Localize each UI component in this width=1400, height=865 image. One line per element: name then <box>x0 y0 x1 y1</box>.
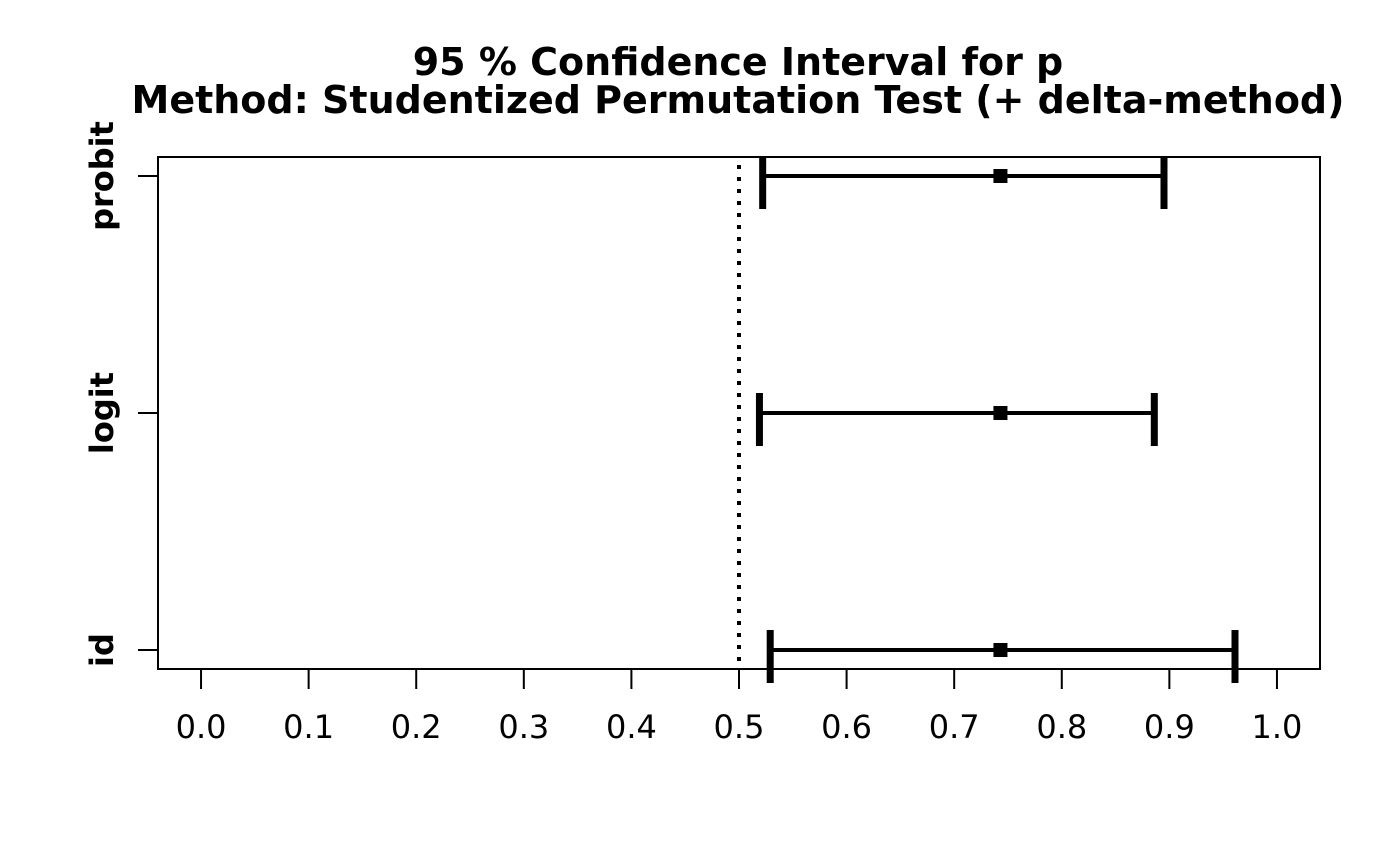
x-axis: 0.0 0.1 0.2 0.3 0.4 0.5 0.6 0.7 0.8 0.9 1.0 <box>176 669 1303 746</box>
x-tick-label: 0.7 <box>929 708 980 746</box>
confidence-intervals <box>755 156 1239 683</box>
x-tick-label: 0.5 <box>714 708 765 746</box>
y-category-label-probit: probit <box>83 121 121 231</box>
x-tick-label: 0.3 <box>498 708 549 746</box>
y-category-label-logit: logit <box>83 372 121 454</box>
x-tick-label: 0.0 <box>176 708 227 746</box>
chart-subtitle: Method: Studentized Permutation Test (+ … <box>132 78 1345 122</box>
point-estimate-id <box>993 643 1008 657</box>
x-tick-label: 0.4 <box>606 708 657 746</box>
x-tick-label: 0.9 <box>1144 708 1195 746</box>
x-tick-label: 0.2 <box>391 708 442 746</box>
x-tick-label: 1.0 <box>1252 708 1303 746</box>
x-tick-label: 0.6 <box>821 708 872 746</box>
chart-title: 95 % Confidence Interval for p <box>413 40 1064 84</box>
point-estimate-probit <box>993 169 1008 183</box>
y-axis: id logit probit <box>83 121 158 667</box>
x-tick-label: 0.1 <box>283 708 334 746</box>
point-estimate-logit <box>993 406 1008 420</box>
x-tick-label: 0.8 <box>1036 708 1087 746</box>
y-category-label-id: id <box>83 633 121 667</box>
